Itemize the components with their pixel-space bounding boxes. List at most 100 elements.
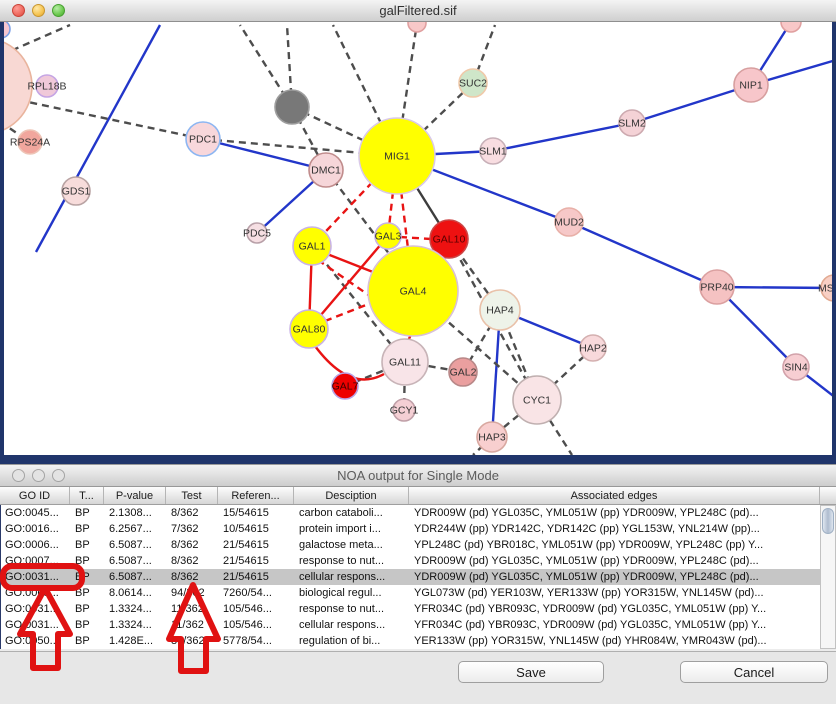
node-SIN4[interactable]: SIN4 [782, 353, 810, 381]
noa-window[interactable]: NOA output for Single Mode GO ID T... P-va… [0, 464, 836, 704]
node-GCY1[interactable]: GCY1 [390, 398, 419, 422]
edge-blue [631, 83, 752, 125]
cell-edges: YDR244W (pp) YDR142C, YDR142C (pp) YGL15… [414, 523, 760, 535]
table-row[interactable]: GO:0045... BP 2.1308... 8/362 15/54615 carbon… [1, 505, 820, 521]
scrollbar-thumb[interactable] [822, 508, 834, 534]
node-GAL7[interactable]: GAL7 [331, 372, 359, 400]
node-RPL18B[interactable]: RPL18B [27, 74, 67, 98]
node-unlabeled-gray[interactable] [274, 89, 310, 125]
window-frame [832, 22, 836, 464]
table-row[interactable]: GO:0016... BP 6.2567... 7/362 10/54615 protei… [1, 521, 820, 537]
noa-titlebar[interactable]: NOA output for Single Mode [0, 465, 836, 487]
cell-edges: YGL073W (pd) YER103W, YER133W (pp) YOR31… [414, 587, 764, 599]
vertical-scrollbar[interactable] [820, 505, 836, 649]
node-label: CYC1 [523, 395, 551, 407]
node-PDC5[interactable]: PDC5 [243, 222, 271, 244]
cell-pvalue: 1.3324... [109, 603, 152, 615]
column-header-p-value[interactable]: P-value [104, 487, 166, 504]
node-HAP2[interactable]: HAP2 [579, 334, 607, 362]
table-row[interactable]: GO:0031... BP 1.3324... 11/362 105/546... res… [1, 601, 820, 617]
cell-test: 11/362 [171, 619, 204, 631]
cell-type: BP [75, 619, 90, 631]
close-button[interactable] [12, 469, 25, 482]
cell-edges: YFR034C (pd) YBR093C, YDR009W (pd) YGL03… [414, 619, 767, 631]
node-HAP3[interactable]: HAP3 [476, 421, 508, 453]
node-SLM2[interactable]: SLM2 [618, 109, 646, 137]
node-GAL1[interactable]: GAL1 [292, 226, 332, 266]
window-controls [12, 4, 65, 17]
cell-pvalue: 6.2567... [109, 523, 152, 535]
node-PRP40[interactable]: PRP40 [699, 269, 735, 305]
column-header-test[interactable]: Test [166, 487, 218, 504]
save-button[interactable]: Save [458, 661, 604, 683]
zoom-button[interactable] [52, 469, 65, 482]
node-GDS1[interactable]: GDS1 [61, 176, 91, 206]
column-header-t[interactable]: T... [70, 487, 104, 504]
node-label: DMC1 [311, 165, 341, 177]
column-header-associated-edges[interactable]: Associated edges [409, 487, 820, 504]
main-titlebar[interactable]: galFiltered.sif [0, 0, 836, 22]
node-label: HAP4 [486, 305, 514, 317]
button-bar: Save Cancel [0, 651, 836, 704]
cell-test: 94/362 [171, 587, 205, 599]
node-GAL80[interactable]: GAL80 [289, 309, 329, 349]
node-GAL2[interactable]: GAL2 [448, 357, 478, 387]
cell-ref: 5778/54... [223, 635, 272, 647]
node-GAL11[interactable]: GAL11 [381, 338, 429, 386]
zoom-button[interactable] [52, 4, 65, 17]
node-unlabeled-pink-large[interactable] [0, 38, 33, 134]
close-button[interactable] [12, 4, 25, 17]
table-row[interactable]: GO:0031... BP 1.3324... 11/362 105/546... cel… [1, 617, 820, 633]
node-HAP4[interactable]: HAP4 [479, 289, 521, 331]
cell-go: GO:0065... [5, 587, 59, 599]
table-row[interactable]: GO:0006... BP 6.5087... 8/362 21/54615 galact… [1, 537, 820, 553]
window-frame [0, 455, 836, 464]
column-header-desciption[interactable]: Desciption [294, 487, 409, 504]
table-row[interactable]: GO:0065... BP 8.0614... 94/362 7260/54... bio… [1, 585, 820, 601]
column-header-go-id[interactable]: GO ID [0, 487, 70, 504]
cell-go: GO:0006... [5, 539, 59, 551]
cell-pvalue: 1.428E... [109, 635, 154, 647]
node-DMC1[interactable]: DMC1 [308, 152, 344, 188]
node-GAL3[interactable]: GAL3 [374, 222, 402, 250]
node-SUC2[interactable]: SUC2 [458, 68, 488, 98]
minimize-button[interactable] [32, 469, 45, 482]
node-MUD2[interactable]: MUD2 [554, 207, 584, 237]
cancel-button[interactable]: Cancel [680, 661, 828, 683]
node-unlabeled-topright[interactable] [780, 22, 802, 33]
cell-go: GO:0031... [5, 619, 59, 631]
node-label: GAL1 [299, 241, 326, 253]
node-CYC1[interactable]: CYC1 [512, 375, 562, 425]
minimize-button[interactable] [32, 4, 45, 17]
column-header-referen[interactable]: Referen... [218, 487, 294, 504]
node-GAL4[interactable]: GAL4 [367, 245, 459, 337]
node-unlabeled-top[interactable] [407, 22, 427, 33]
cell-ref: 21/54615 [223, 555, 269, 567]
node-label: GAL4 [400, 286, 427, 298]
cell-go: GO:0016... [5, 523, 59, 535]
cell-pvalue: 6.5087... [109, 571, 152, 583]
table-row[interactable]: GO:0050... BP 1.428E... 80/362 5778/54... reg… [1, 633, 820, 649]
node-label: HAP2 [579, 343, 607, 355]
cell-ref: 21/54615 [223, 539, 269, 551]
node-MIG1[interactable]: MIG1 [358, 117, 436, 195]
node-SLM1[interactable]: SLM1 [479, 137, 507, 165]
column-header-scroll-stub [820, 487, 836, 504]
table-row[interactable]: GO:0031... BP 6.5087... 8/362 21/54615 cellul… [1, 569, 820, 585]
node-NIP1[interactable]: NIP1 [733, 67, 769, 103]
cell-test: 8/362 [171, 571, 199, 583]
cell-test: 8/362 [171, 539, 199, 551]
node-GAL10[interactable]: GAL10 [429, 219, 469, 259]
node-PDC1[interactable]: PDC1 [185, 121, 221, 157]
cell-go: GO:0031... [5, 571, 59, 583]
table-row[interactable]: GO:0007... BP 6.5087... 8/362 21/54615 respon… [1, 553, 820, 569]
cell-type: BP [75, 587, 90, 599]
cell-desc: carbon cataboli... [299, 507, 383, 519]
network-canvas[interactable]: RPL18B RPS24A GDS1 MIG1 PDC1 DMC1 SUC2 NIP1 SLM2… [0, 22, 836, 464]
edge-dash [471, 24, 497, 84]
cell-test: 8/362 [171, 555, 199, 567]
node-RPS24A[interactable]: RPS24A [10, 129, 50, 155]
table-body: GO:0045... BP 2.1308... 8/362 15/54615 carbon… [0, 505, 820, 649]
cell-go: GO:0050... [5, 635, 59, 647]
table-header: GO ID T... P-value Test Referen... Desciption… [0, 487, 836, 505]
